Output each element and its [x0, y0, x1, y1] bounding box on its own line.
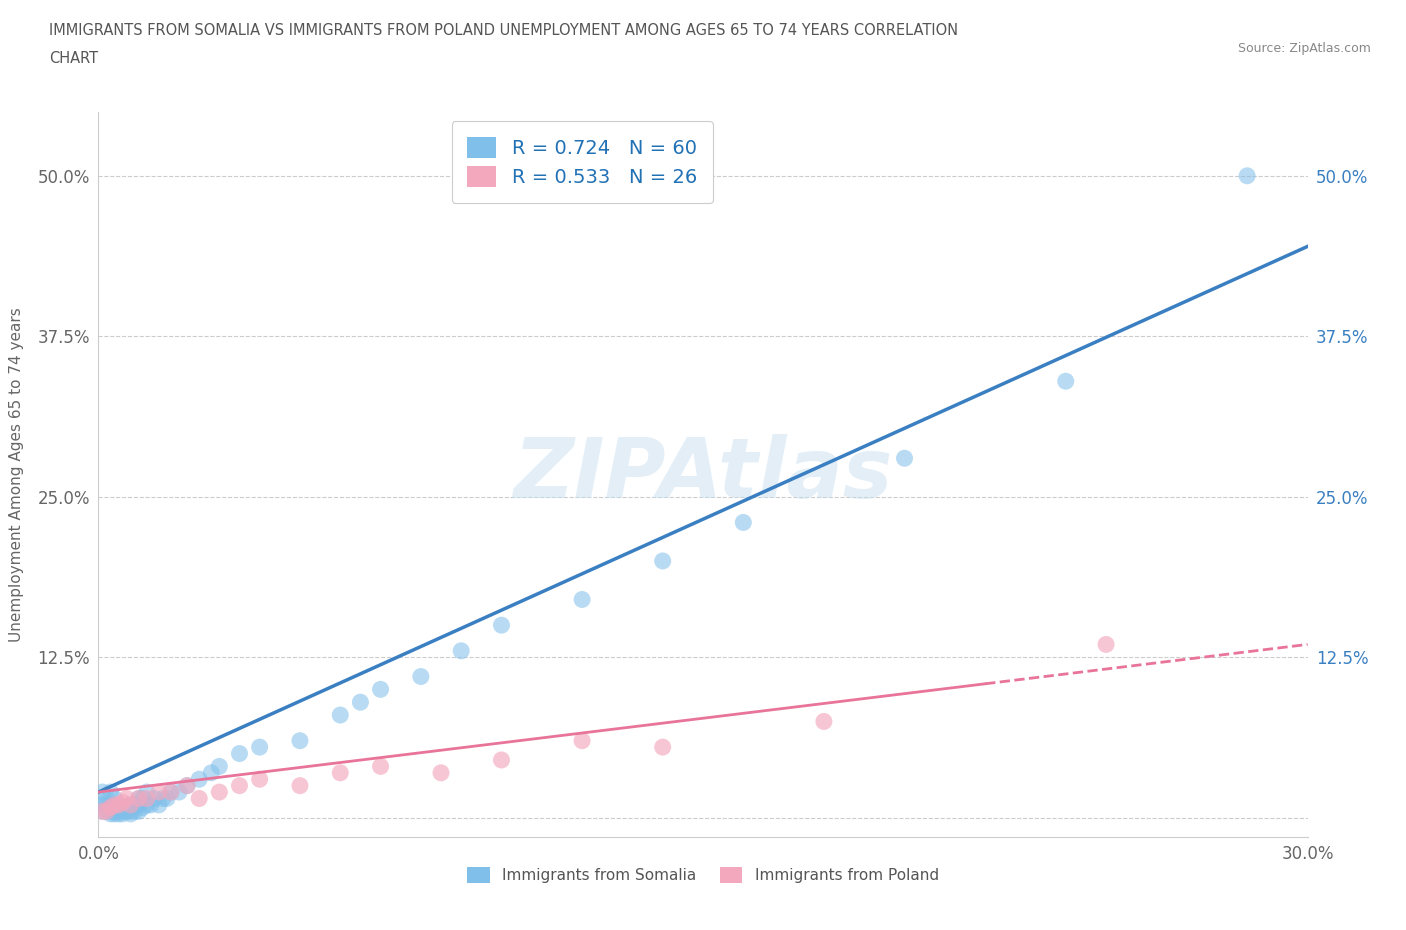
Point: [111, 806, 134, 821]
Point: [103, 800, 125, 815]
Point: [96, 804, 118, 818]
Point: [111, 804, 134, 818]
Point: [111, 795, 134, 810]
Point: [249, 772, 271, 787]
Point: [370, 759, 392, 774]
Point: [103, 791, 125, 806]
Point: [148, 797, 170, 812]
Point: [107, 806, 129, 821]
Point: [893, 451, 915, 466]
Point: [370, 682, 392, 697]
Point: [651, 553, 673, 568]
Point: [491, 752, 513, 767]
Text: CHART: CHART: [49, 51, 98, 66]
Point: [107, 804, 129, 818]
Text: ZIPAtlas: ZIPAtlas: [513, 433, 893, 515]
Point: [115, 804, 138, 818]
Point: [115, 791, 138, 806]
Point: [288, 778, 311, 793]
Point: [96, 791, 118, 806]
Point: [132, 800, 155, 815]
Y-axis label: Unemployment Among Ages 65 to 74 years: Unemployment Among Ages 65 to 74 years: [8, 307, 24, 642]
Point: [135, 797, 157, 812]
Point: [120, 804, 142, 818]
Point: [103, 797, 125, 812]
Point: [107, 797, 129, 812]
Point: [132, 791, 155, 806]
Point: [96, 804, 118, 818]
Point: [349, 695, 371, 710]
Point: [249, 739, 271, 754]
Point: [100, 800, 122, 815]
Point: [91, 804, 114, 818]
Point: [120, 806, 142, 821]
Point: [491, 618, 513, 632]
Point: [409, 669, 432, 684]
Point: [228, 746, 250, 761]
Point: [128, 804, 150, 818]
Point: [329, 765, 352, 780]
Point: [200, 765, 222, 780]
Point: [176, 778, 198, 793]
Point: [120, 797, 142, 812]
Point: [103, 806, 125, 821]
Point: [571, 733, 593, 748]
Point: [188, 772, 211, 787]
Legend: Immigrants from Somalia, Immigrants from Poland: Immigrants from Somalia, Immigrants from…: [460, 859, 946, 891]
Point: [128, 797, 150, 812]
Point: [128, 791, 150, 806]
Point: [124, 797, 146, 812]
Point: [156, 791, 179, 806]
Point: [135, 785, 157, 800]
Point: [143, 791, 166, 806]
Point: [1236, 168, 1258, 183]
Point: [91, 797, 114, 812]
Point: [128, 791, 150, 806]
Point: [96, 797, 118, 812]
Point: [651, 739, 673, 754]
Point: [120, 797, 142, 812]
Point: [208, 759, 231, 774]
Point: [176, 778, 198, 793]
Point: [100, 785, 122, 800]
Point: [813, 714, 835, 729]
Point: [91, 785, 114, 800]
Point: [124, 804, 146, 818]
Point: [188, 791, 211, 806]
Point: [152, 791, 174, 806]
Point: [115, 800, 138, 815]
Point: [160, 785, 183, 800]
Point: [430, 765, 453, 780]
Point: [100, 806, 122, 821]
Point: [111, 800, 134, 815]
Point: [288, 733, 311, 748]
Point: [107, 797, 129, 812]
Point: [100, 797, 122, 812]
Point: [135, 791, 157, 806]
Point: [103, 804, 125, 818]
Point: [571, 592, 593, 607]
Point: [228, 778, 250, 793]
Point: [148, 785, 170, 800]
Point: [450, 644, 472, 658]
Point: [139, 797, 162, 812]
Text: IMMIGRANTS FROM SOMALIA VS IMMIGRANTS FROM POLAND UNEMPLOYMENT AMONG AGES 65 TO : IMMIGRANTS FROM SOMALIA VS IMMIGRANTS FR…: [49, 23, 959, 38]
Point: [160, 785, 183, 800]
Point: [91, 804, 114, 818]
Point: [100, 804, 122, 818]
Point: [733, 515, 755, 530]
Point: [167, 785, 190, 800]
Point: [1054, 374, 1077, 389]
Point: [329, 708, 352, 723]
Point: [1095, 637, 1118, 652]
Text: Source: ZipAtlas.com: Source: ZipAtlas.com: [1237, 42, 1371, 55]
Point: [208, 785, 231, 800]
